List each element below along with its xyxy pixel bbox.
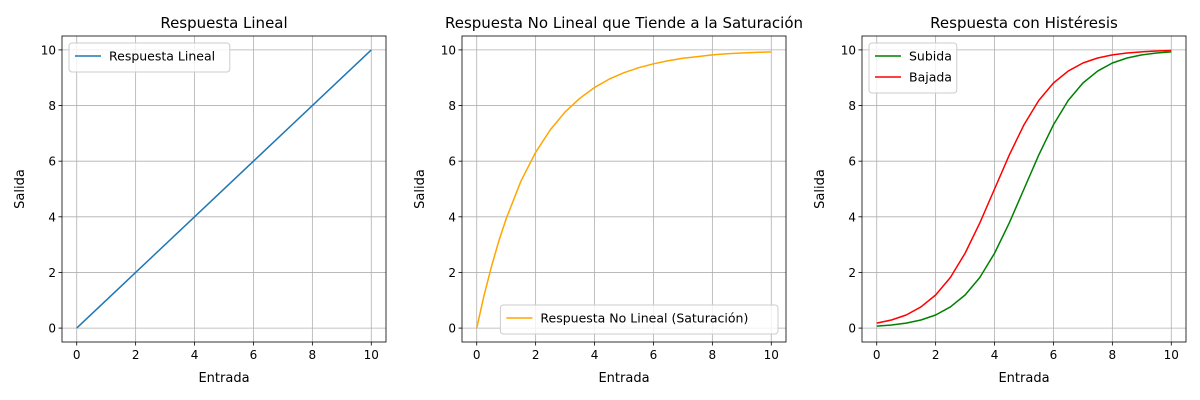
x-tick-label: 8 [1109, 348, 1117, 362]
plot-frame [61, 35, 387, 343]
x-tick-label: 4 [991, 348, 999, 362]
y-tick-label: 2 [48, 266, 56, 280]
series-line-2 [876, 49, 1172, 324]
y-tick-label: 10 [841, 43, 856, 57]
y-axis-label: Salida [413, 169, 428, 209]
y-axis-label: Salida [813, 169, 828, 209]
legend-entry-2: Bajada [909, 70, 952, 85]
legend-entry-1: Subida [909, 49, 952, 64]
x-tick-label: 2 [532, 348, 540, 362]
x-tick-label: 0 [473, 348, 481, 362]
legend-entry-1: Respuesta No Lineal (Saturación) [540, 311, 748, 326]
series-line-1 [475, 51, 772, 329]
chart-panel-1: 0 2 4 6 8 10 0 2 4 6 8 10 Respuesta Lineal Entrada Sal… [13, 14, 387, 386]
legend-entry-1: Respuesta Lineal [109, 49, 215, 64]
chart-title: Respuesta con Histéresis [930, 14, 1118, 32]
x-tick-label: 8 [709, 348, 717, 362]
y-tick-label: 4 [448, 210, 456, 224]
y-tick-label: 6 [848, 155, 856, 169]
x-tick-label: 0 [873, 348, 881, 362]
x-tick-label: 6 [650, 348, 658, 362]
y-axis-label: Salida [13, 169, 28, 209]
y-tick-label: 6 [48, 155, 56, 169]
x-tick-label: 2 [132, 348, 140, 362]
x-tick-label: 4 [191, 348, 199, 362]
chart-title: Respuesta No Lineal que Tiende a la Satu… [445, 14, 803, 32]
series-line-1 [876, 51, 1172, 327]
y-tick-label: 6 [448, 155, 456, 169]
legend-box [68, 42, 231, 73]
legend: Respuesta No Lineal (Saturación) [499, 304, 779, 335]
x-tick-label: 10 [764, 348, 779, 362]
y-tick-label: 0 [48, 322, 56, 336]
legend: Subida Bajada [868, 42, 958, 94]
plot-frame [461, 35, 787, 343]
y-tick-label: 2 [448, 266, 456, 280]
x-tick-label: 6 [250, 348, 258, 362]
y-tick-label: 8 [448, 99, 456, 113]
y-tick-label: 4 [48, 210, 56, 224]
y-tick-label: 0 [448, 322, 456, 336]
x-tick-label: 2 [932, 348, 940, 362]
x-axis-label: Entrada [998, 371, 1049, 386]
x-axis-label: Entrada [598, 371, 649, 386]
legend-box [499, 304, 779, 335]
x-tick-label: 10 [1164, 348, 1179, 362]
y-tick-label: 2 [848, 266, 856, 280]
x-tick-label: 4 [591, 348, 599, 362]
x-tick-label: 10 [364, 348, 379, 362]
y-tick-label: 10 [441, 43, 456, 57]
y-tick-label: 4 [848, 210, 856, 224]
series-line-1 [76, 49, 372, 329]
x-tick-label: 6 [1050, 348, 1058, 362]
chart-panel-3: 0 2 4 6 8 10 0 2 4 6 8 10 Respuesta con Histéresis En… [813, 14, 1187, 386]
y-tick-label: 10 [41, 43, 56, 57]
y-tick-label: 8 [848, 99, 856, 113]
y-tick-label: 8 [48, 99, 56, 113]
chart-title: Respuesta Lineal [160, 14, 287, 32]
legend: Respuesta Lineal [68, 42, 231, 73]
y-tick-label: 0 [848, 322, 856, 336]
chart-panel-2: 0 2 4 6 8 10 0 2 4 6 8 10 Respuesta No Lineal que Ti… [413, 14, 803, 386]
x-axis-label: Entrada [198, 371, 249, 386]
x-tick-label: 8 [309, 348, 317, 362]
x-tick-label: 0 [73, 348, 81, 362]
plot-frame [861, 35, 1187, 343]
